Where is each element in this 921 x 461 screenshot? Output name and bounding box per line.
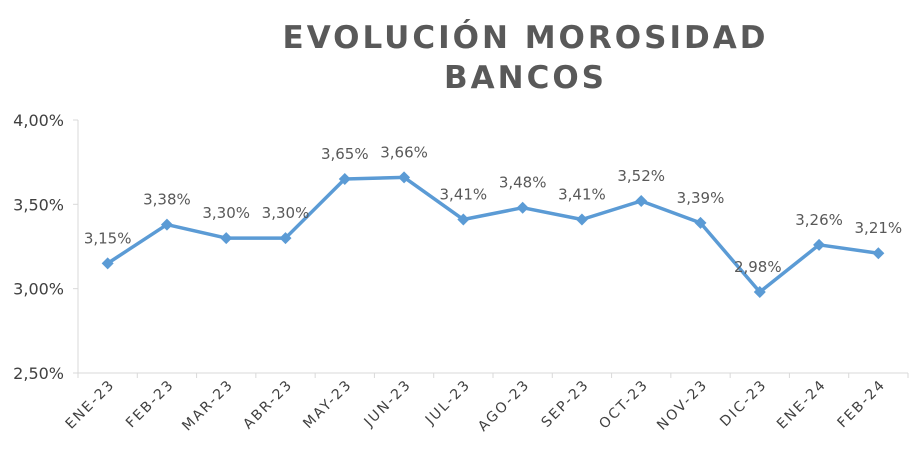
y-tick-label: 3,00% — [13, 280, 64, 299]
data-point-marker — [575, 213, 588, 226]
x-tick-label: JUN-23 — [361, 377, 415, 431]
y-tick-label: 2,50% — [13, 364, 64, 383]
chart-data-labels: 3,15% 3,38% 3,30% 3,30% 3,65% 3,66% 3,41% 3,48%… — [84, 143, 902, 276]
data-label: 3,21% — [855, 219, 903, 237]
x-tick-label: OCT-23 — [596, 377, 652, 433]
data-label: 3,30% — [262, 204, 310, 222]
x-tick-label: FEB-24 — [834, 377, 889, 432]
data-point-marker — [457, 213, 470, 226]
data-point-marker — [398, 171, 411, 184]
data-point-marker — [635, 194, 648, 207]
x-tick-label: SEP-23 — [538, 377, 592, 431]
data-label: 3,65% — [321, 145, 369, 163]
data-point-marker — [872, 247, 885, 260]
data-label: 3,41% — [440, 186, 488, 204]
data-point-marker — [279, 232, 292, 245]
data-point-marker — [694, 216, 707, 229]
data-label: 3,39% — [677, 189, 725, 207]
data-point-marker — [160, 218, 173, 231]
x-tick-label: JUL-23 — [422, 377, 474, 429]
data-point-marker — [753, 286, 766, 299]
data-label: 3,66% — [380, 143, 428, 161]
data-point-marker — [338, 173, 351, 186]
x-tick-label: ENE-24 — [774, 377, 830, 433]
data-label: 3,30% — [202, 204, 250, 222]
chart-title-line-1: EVOLUCIÓN MOROSIDAD — [282, 20, 769, 56]
data-label: 3,38% — [143, 191, 191, 209]
x-tick-label: ENE-23 — [63, 377, 119, 433]
data-point-marker — [813, 238, 826, 251]
data-point-marker — [516, 201, 529, 214]
data-label: 3,52% — [617, 167, 665, 185]
data-point-marker — [220, 232, 233, 245]
data-label: 3,15% — [84, 229, 132, 247]
chart-series — [101, 171, 885, 299]
x-tick-label: AGO-23 — [475, 377, 533, 435]
x-tick-label: DIC-23 — [717, 377, 770, 430]
chart-title-line-2: BANCOS — [444, 60, 607, 96]
x-tick-label: NOV-23 — [654, 377, 711, 434]
y-tick-label: 3,50% — [13, 195, 64, 214]
y-tick-label: 4,00% — [13, 111, 64, 130]
data-label: 3,26% — [795, 211, 843, 229]
data-label: 3,48% — [499, 174, 547, 192]
series-line — [106, 175, 879, 294]
x-tick-label: MAY-23 — [300, 377, 355, 432]
data-point-marker — [101, 257, 114, 270]
data-label: 3,41% — [558, 186, 606, 204]
x-tick-label: FEB-23 — [123, 377, 178, 432]
x-tick-label: MAR-23 — [179, 377, 237, 435]
x-tick-label: ABR-23 — [240, 377, 296, 433]
data-label: 2,98% — [734, 258, 782, 276]
